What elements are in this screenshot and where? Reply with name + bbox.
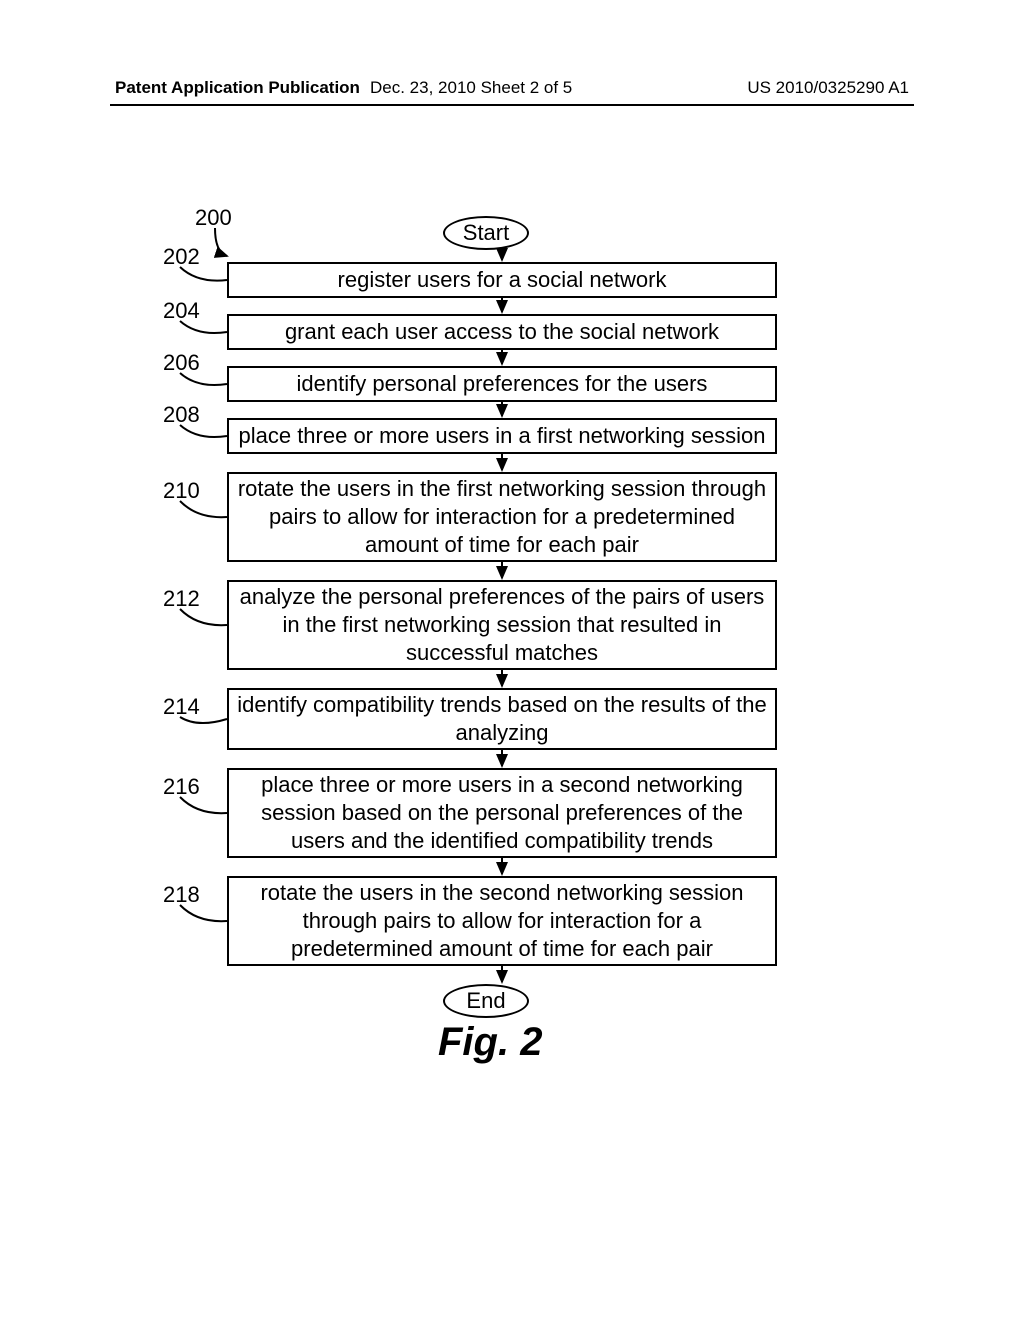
- figure-label: Fig. 2: [438, 1020, 542, 1065]
- end-terminal: End: [443, 984, 529, 1018]
- step-box-210: rotate the users in the first networking…: [227, 472, 777, 562]
- ref-label-210: 210: [163, 478, 200, 504]
- ref-label-200: 200: [195, 205, 232, 231]
- step-box-212: analyze the personal preferences of the …: [227, 580, 777, 670]
- ref-label-206: 206: [163, 350, 200, 376]
- step-box-204: grant each user access to the social net…: [227, 314, 777, 350]
- start-terminal: Start: [443, 216, 529, 250]
- step-box-208: place three or more users in a first net…: [227, 418, 777, 454]
- flowchart: Start register users for a social network…: [0, 0, 1024, 1320]
- step-box-214: identify compatibility trends based on t…: [227, 688, 777, 750]
- step-box-202: register users for a social network: [227, 262, 777, 298]
- ref-label-204: 204: [163, 298, 200, 324]
- ref-leader-main: [215, 228, 227, 256]
- step-box-218: rotate the users in the second networkin…: [227, 876, 777, 966]
- step-box-206: identify personal preferences for the us…: [227, 366, 777, 402]
- ref-label-216: 216: [163, 774, 200, 800]
- page: Patent Application Publication Dec. 23, …: [0, 0, 1024, 1320]
- ref-label-202: 202: [163, 244, 200, 270]
- step-box-216: place three or more users in a second ne…: [227, 768, 777, 858]
- ref-label-212: 212: [163, 586, 200, 612]
- ref-label-214: 214: [163, 694, 200, 720]
- ref-label-218: 218: [163, 882, 200, 908]
- ref-label-208: 208: [163, 402, 200, 428]
